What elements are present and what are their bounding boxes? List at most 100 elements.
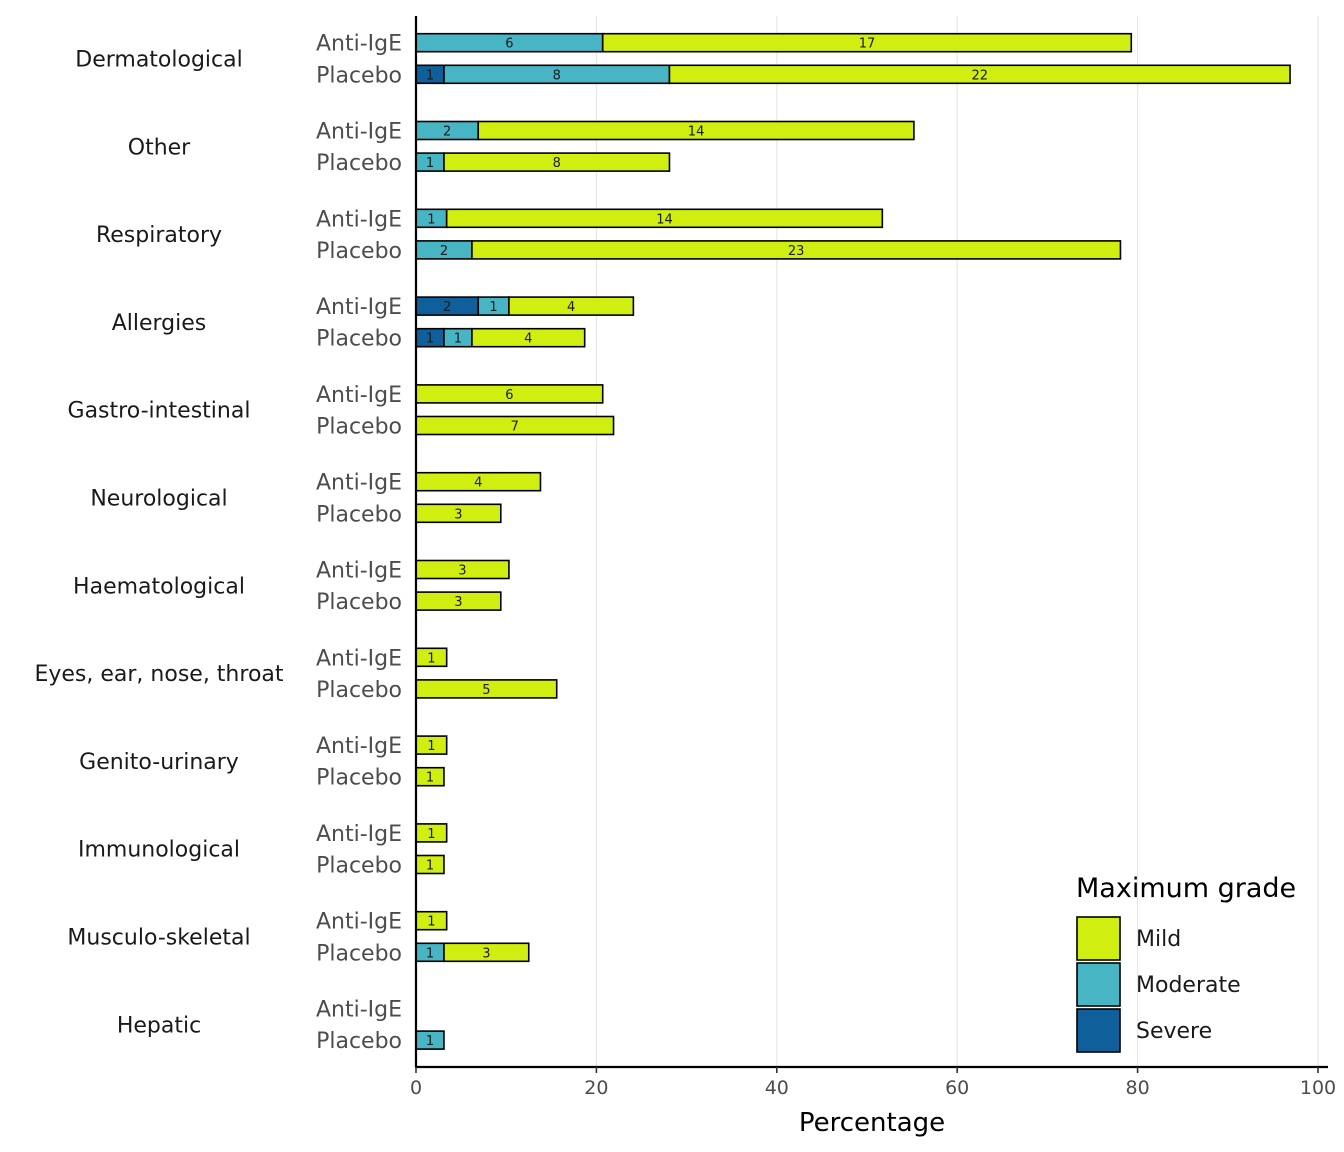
category-label-haematological: Haematological [73, 574, 245, 599]
arm-label-anti-ige: Anti-IgE [316, 471, 402, 496]
arm-label-anti-ige: Anti-IgE [316, 120, 402, 145]
arm-label-placebo: Placebo [316, 766, 402, 791]
category-label-neurological: Neurological [90, 487, 227, 512]
category-label-eyes-ear-nose-throat: Eyes, ear, nose, throat [34, 662, 283, 687]
legend-label-severe: Severe [1136, 1019, 1212, 1044]
bar-label-genito-urinary-placebo-mild: 1 [426, 771, 434, 786]
bar-label-neurological-placebo-mild: 3 [454, 507, 462, 522]
category-label-hepatic: Hepatic [117, 1013, 201, 1038]
bar-label-other-placebo-moderate: 1 [426, 156, 434, 171]
category-label-respiratory: Respiratory [96, 223, 222, 248]
x-tick-label-1: 20 [584, 1077, 608, 1099]
category-label-allergies: Allergies [112, 311, 207, 336]
bar-label-allergies-placebo-moderate: 1 [454, 332, 462, 347]
arm-label-anti-ige: Anti-IgE [316, 559, 402, 584]
x-tick-label-2: 40 [765, 1077, 789, 1099]
bar-label-immunological-placebo-mild: 1 [426, 859, 434, 874]
bar-label-gastro-intestinal-anti-ige-mild: 6 [505, 388, 513, 403]
bar-label-musculo-skeletal-placebo-mild: 3 [482, 946, 490, 961]
arm-label-placebo: Placebo [316, 854, 402, 879]
arm-label-placebo: Placebo [316, 151, 402, 176]
arm-label-anti-ige: Anti-IgE [316, 998, 402, 1023]
legend-title: Maximum grade [1076, 873, 1296, 904]
bar-label-allergies-anti-ige-moderate: 1 [489, 300, 497, 315]
bar-label-musculo-skeletal-placebo-moderate: 1 [426, 946, 434, 961]
bar-respiratory-placebo-mild [471, 240, 1122, 260]
arm-label-anti-ige: Anti-IgE [316, 295, 402, 320]
bar-label-haematological-anti-ige-mild: 3 [458, 564, 466, 579]
legend-swatch-mild [1076, 916, 1121, 961]
category-labels: Dermatological Other Respiratory Allergies G… [34, 48, 283, 1039]
category-label-immunological: Immunological [78, 838, 240, 863]
x-tick-label-0: 0 [410, 1077, 422, 1099]
bar-dermatological-placebo-mild [668, 64, 1291, 85]
category-label-dermatological: Dermatological [75, 48, 242, 73]
x-tick-label-5: 100 [1300, 1077, 1336, 1099]
grid-lines [595, 16, 1319, 1067]
arm-label-anti-ige: Anti-IgE [316, 734, 402, 759]
bar-label-dermatological-placebo-mild: 22 [971, 68, 988, 83]
x-tick-label-4: 80 [1126, 1077, 1150, 1099]
bar-label-respiratory-placebo-mild: 23 [788, 244, 805, 259]
bar-label-neurological-anti-ige-mild: 4 [474, 476, 482, 491]
bar-label-other-anti-ige-moderate: 2 [443, 125, 451, 140]
legend-label-moderate: Moderate [1136, 973, 1241, 998]
arm-labels: Anti-IgE Placebo Anti-IgE Placebo Anti-IgE Pl… [316, 32, 402, 1054]
bar-label-respiratory-anti-ige-moderate: 1 [427, 212, 435, 227]
bar-label-allergies-placebo-mild: 4 [524, 332, 532, 347]
category-label-genito-urinary: Genito-urinary [79, 750, 239, 775]
bar-allergies-anti-ige-mild [508, 296, 635, 316]
bar-label-haematological-placebo-mild: 3 [454, 595, 462, 610]
bar-label-hepatic-placebo-moderate: 1 [426, 1034, 434, 1049]
arm-label-anti-ige: Anti-IgE [316, 383, 402, 408]
bar-label-dermatological-anti-ige-mild: 17 [859, 37, 876, 52]
category-label-gastro-intestinal: Gastro-intestinal [68, 399, 251, 424]
category-label-other: Other [128, 135, 191, 160]
arm-label-anti-ige: Anti-IgE [316, 822, 402, 847]
bar-label-allergies-placebo-severe: 1 [426, 332, 434, 347]
bar-label-genito-urinary-anti-ige-mild: 1 [427, 739, 435, 754]
bar-respiratory-anti-ige-mild [445, 208, 884, 229]
arm-label-placebo: Placebo [316, 415, 402, 440]
arm-label-placebo: Placebo [316, 327, 402, 352]
arm-label-placebo: Placebo [316, 1029, 402, 1054]
legend: Maximum grade Mild Moderate Severe [1076, 873, 1296, 1053]
bar-other-anti-ige-mild [477, 120, 915, 141]
category-label-musculo-skeletal: Musculo-skeletal [67, 926, 250, 951]
arm-label-placebo: Placebo [316, 941, 402, 966]
arm-label-placebo: Placebo [316, 239, 402, 264]
bar-label-dermatological-placebo-severe: 1 [426, 68, 434, 83]
bar-label-eyes-ear-nose-throat-placebo-mild: 5 [482, 683, 490, 698]
bar-other-placebo-mild [443, 152, 671, 172]
bar-musculo-skeletal-placebo-mild [443, 942, 530, 963]
arm-label-anti-ige: Anti-IgE [316, 646, 402, 671]
x-axis-title: Percentage [799, 1108, 945, 1138]
bar-label-respiratory-placebo-moderate: 2 [440, 244, 448, 259]
bar-label-immunological-anti-ige-mild: 1 [427, 827, 435, 842]
legend-swatch-severe [1076, 1008, 1121, 1053]
bar-label-allergies-anti-ige-severe: 2 [443, 300, 451, 315]
x-tick-label-3: 60 [945, 1077, 969, 1099]
axes [414, 16, 1328, 1069]
legend-label-mild: Mild [1136, 927, 1181, 952]
arm-label-anti-ige: Anti-IgE [316, 207, 402, 232]
arm-label-anti-ige: Anti-IgE [316, 910, 402, 935]
arm-label-placebo: Placebo [316, 63, 402, 88]
bar-label-dermatological-anti-ige-moderate: 6 [505, 37, 513, 52]
bar-dermatological-anti-ige-mild [601, 32, 1133, 53]
arm-label-placebo: Placebo [316, 590, 402, 615]
bar-label-other-placebo-mild: 8 [553, 156, 561, 171]
legend-swatch-moderate [1076, 962, 1121, 1007]
bar-label-musculo-skeletal-anti-ige-mild: 1 [427, 915, 435, 930]
bar-label-other-anti-ige-mild: 14 [688, 125, 705, 140]
x-ticks: 0 20 40 60 80 100 [410, 1067, 1336, 1099]
arm-label-placebo: Placebo [316, 502, 402, 527]
bar-label-respiratory-anti-ige-mild: 14 [656, 212, 673, 227]
bar-label-allergies-anti-ige-mild: 4 [567, 300, 575, 315]
arm-label-anti-ige: Anti-IgE [316, 32, 402, 57]
legend-items: Mild Moderate Severe [1076, 916, 1241, 1053]
arm-label-placebo: Placebo [316, 678, 402, 703]
bar-label-dermatological-placebo-moderate: 8 [553, 68, 561, 83]
